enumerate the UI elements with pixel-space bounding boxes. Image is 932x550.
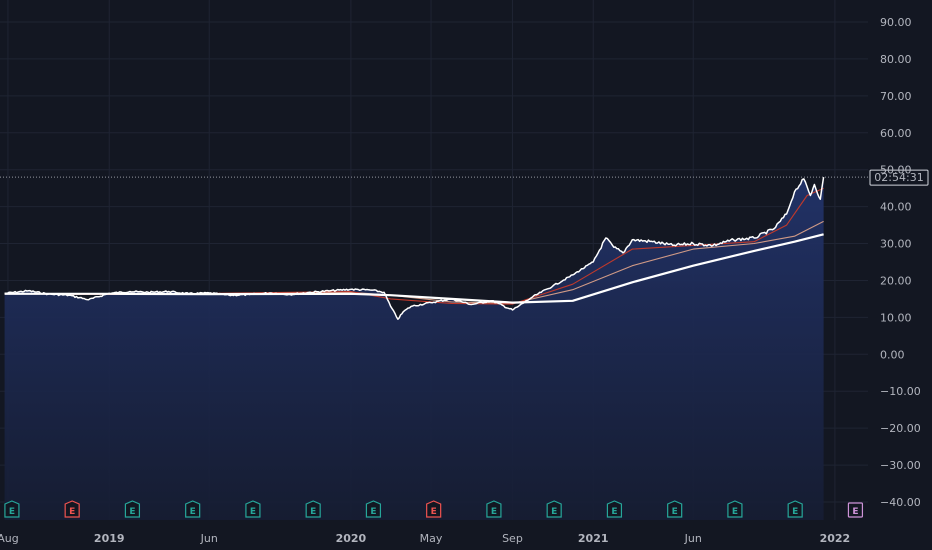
y-tick-label: 20.00 — [880, 274, 912, 287]
y-tick-label: 80.00 — [880, 53, 912, 66]
earnings-event-marker[interactable]: E — [305, 500, 321, 518]
earnings-event-marker[interactable]: E — [64, 500, 80, 518]
earnings-event-marker[interactable]: E — [727, 500, 743, 518]
earnings-event-shape — [486, 500, 502, 518]
chart-series — [4, 176, 825, 320]
earnings-event-shape — [365, 500, 382, 518]
earnings-event-shape — [426, 500, 442, 518]
earnings-event-shape — [305, 500, 321, 518]
y-tick-label: 40.00 — [880, 201, 912, 214]
price-area-fill — [4, 177, 824, 520]
x-tick-label: 2020 — [336, 532, 367, 545]
y-tick-label: 50.00 — [880, 164, 912, 177]
x-tick-label: Jun — [684, 532, 702, 545]
earnings-event-label: E — [9, 507, 15, 517]
earnings-event-label: E — [250, 507, 256, 517]
earnings-event-marker[interactable]: E — [426, 500, 442, 518]
earnings-event-marker[interactable]: E — [365, 500, 382, 518]
earnings-event-shape — [787, 500, 803, 518]
earnings-event-shape — [4, 500, 20, 518]
y-tick-label: 60.00 — [880, 127, 912, 140]
y-tick-label: 90.00 — [880, 16, 912, 29]
earnings-event-marker[interactable]: E — [124, 500, 141, 518]
current-price-box — [869, 169, 929, 186]
price-area — [4, 177, 824, 520]
earnings-event-shape — [245, 500, 261, 518]
y-tick-label: −30.00 — [880, 459, 921, 472]
y-tick-label: −40.00 — [880, 496, 921, 509]
earnings-event-marker[interactable]: E — [606, 500, 623, 518]
x-tick-label: May — [420, 532, 443, 545]
earnings-event-label: E — [611, 507, 617, 517]
earnings-event-shape — [64, 500, 80, 518]
earnings-event-label: E — [732, 507, 738, 517]
x-tick-label: Sep — [502, 532, 523, 545]
earnings-event-label: E — [370, 507, 376, 517]
earnings-event-label: E — [852, 507, 858, 517]
earnings-event-label: E — [190, 507, 196, 517]
earnings-event-shape — [667, 500, 683, 518]
series-ma-long — [4, 233, 824, 304]
y-tick-label: −20.00 — [880, 422, 921, 435]
earnings-event-shape — [727, 500, 743, 518]
y-tick-label: 10.00 — [880, 311, 912, 324]
y-tick-label: −10.00 — [880, 385, 921, 398]
earnings-event-label: E — [551, 507, 557, 517]
current-price-label: 02:54:31 — [874, 171, 923, 184]
earnings-event-marker[interactable]: E — [546, 500, 562, 518]
earnings-event-label: E — [792, 507, 798, 517]
current-price-marker: 02:54:31 — [0, 169, 929, 186]
earnings-event-label: E — [431, 507, 437, 517]
earnings-event-marker[interactable]: E — [787, 500, 803, 518]
x-tick-label: 2021 — [578, 532, 609, 545]
x-tick-label: 2019 — [94, 532, 125, 545]
earnings-event-marker[interactable]: E — [245, 500, 261, 518]
x-tick-label: Aug — [0, 532, 19, 545]
x-tick-label: Jun — [200, 532, 218, 545]
earnings-event-shape — [546, 500, 562, 518]
earnings-event-marker[interactable]: E — [486, 500, 502, 518]
earnings-event-marker[interactable]: E — [847, 502, 864, 518]
earnings-event-marker[interactable]: E — [185, 500, 201, 518]
earnings-event-shape — [124, 500, 141, 518]
series-price — [4, 176, 825, 320]
y-tick-label: 0.00 — [880, 348, 905, 361]
time-axis[interactable]: Aug 2019 Jun 2020 May Sep 2021 Jun 2022 — [0, 532, 850, 545]
earnings-event-label: E — [69, 507, 75, 517]
y-tick-label: 30.00 — [880, 238, 912, 251]
earnings-event-label: E — [491, 507, 497, 517]
earnings-event-shape — [185, 500, 201, 518]
earnings-event-marker[interactable]: E — [4, 500, 20, 518]
earnings-event-shape — [847, 502, 864, 518]
price-axis[interactable]: 90.00 80.00 70.00 60.00 50.00 40.00 30.00 20.00… — [880, 16, 921, 509]
x-tick-label: 2022 — [820, 532, 851, 545]
earnings-event-marker[interactable]: E — [667, 500, 683, 518]
earnings-event-label: E — [129, 507, 135, 517]
earnings-event-label: E — [672, 507, 678, 517]
earnings-event-label: E — [310, 507, 316, 517]
y-tick-label: 70.00 — [880, 90, 912, 103]
earnings-event-shape — [606, 500, 623, 518]
